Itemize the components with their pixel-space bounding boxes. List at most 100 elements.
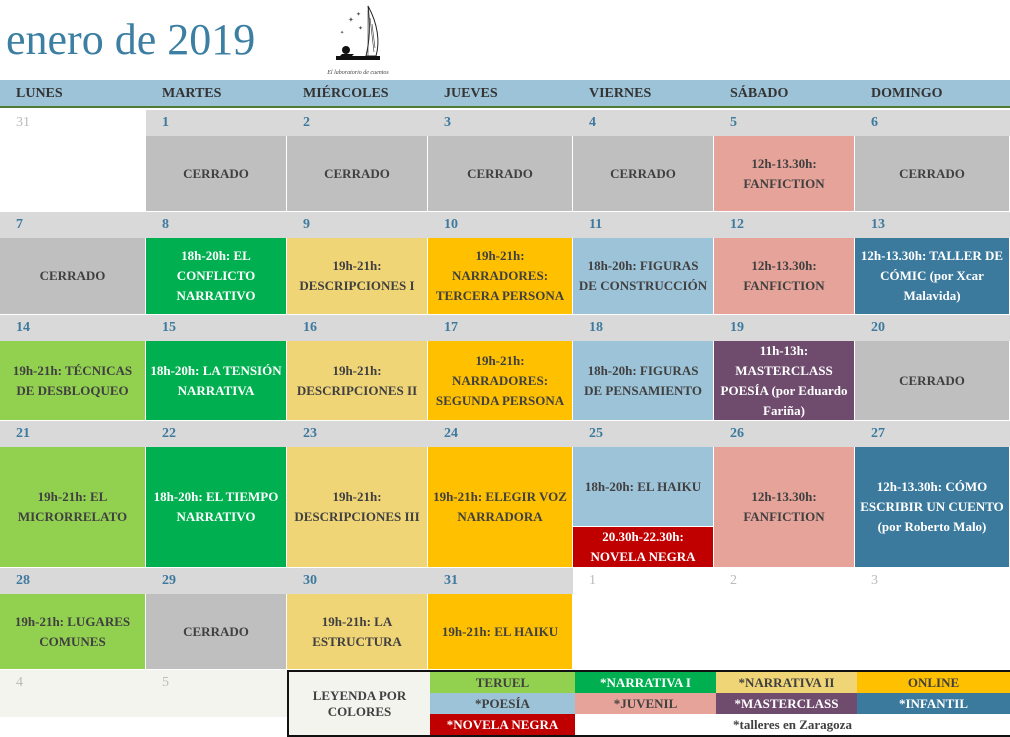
day-number: 15 bbox=[146, 315, 287, 341]
day-cell-out-of-month bbox=[0, 110, 146, 212]
event-narrativa2[interactable]: 19h-21h: DESCRIPCIONES III bbox=[287, 447, 428, 568]
event-cerrado[interactable]: CERRADO bbox=[0, 238, 146, 315]
weekday-5: SÁBADO bbox=[730, 86, 789, 101]
day-number: 26 bbox=[714, 421, 855, 447]
day-number: 27 bbox=[855, 421, 1010, 447]
day-number: 20 bbox=[855, 315, 1010, 341]
logo: ✦ ✦ ✦ ✦ El laboratorio de cuentos bbox=[318, 4, 398, 76]
event-masterclass[interactable]: 11h-13h: MASTERCLASS POESÍA (por Eduardo… bbox=[714, 341, 855, 421]
event-online[interactable]: 19h-21h: NARRADORES: TERCERA PERSONA bbox=[428, 238, 573, 315]
weekday-1: MARTES bbox=[162, 86, 222, 101]
day-number: 3 bbox=[428, 110, 573, 136]
day-cell-out-of-month bbox=[855, 568, 1010, 670]
sailboat-logo-icon: ✦✦✦✦ bbox=[336, 5, 380, 60]
day-number: 9 bbox=[287, 212, 428, 238]
day-number: 4 bbox=[573, 110, 714, 136]
event-narrativa2[interactable]: 19h-21h: DESCRIPCIONES II bbox=[287, 341, 428, 421]
day-number: 8 bbox=[146, 212, 287, 238]
day-number: 17 bbox=[428, 315, 573, 341]
day-cell-out-of-month bbox=[0, 670, 146, 717]
svg-text:✦: ✦ bbox=[356, 11, 361, 18]
weekday-4: VIERNES bbox=[589, 86, 652, 101]
day-cell-out-of-month bbox=[714, 568, 855, 670]
event-poesia[interactable]: 18h-20h: EL HAIKU bbox=[573, 447, 714, 527]
day-number: 25 bbox=[573, 421, 714, 447]
event-cerrado[interactable]: CERRADO bbox=[855, 136, 1010, 212]
event-narrativa2[interactable]: 19h-21h: LA ESTRUCTURA bbox=[287, 594, 428, 670]
event-juvenil[interactable]: 12h-13.30h: FANFICTION bbox=[714, 136, 855, 212]
legend-narrativa1: *NARRATIVA I bbox=[575, 672, 716, 693]
day-number: 2 bbox=[730, 573, 737, 588]
legend-title: LEYENDA POR COLORES bbox=[289, 672, 430, 735]
event-juvenil[interactable]: 12h-13.30h: FANFICTION bbox=[714, 238, 855, 315]
event-narrativa1[interactable]: 18h-20h: EL CONFLICTO NARRATIVO bbox=[146, 238, 287, 315]
day-number: 14 bbox=[0, 315, 146, 341]
event-novela[interactable]: 20.30h-22.30h: NOVELA NEGRA bbox=[573, 527, 714, 568]
svg-text:✦: ✦ bbox=[358, 25, 363, 32]
event-poesia[interactable]: 18h-20h: FIGURAS DE CONSTRUCCIÓN bbox=[573, 238, 714, 315]
weekday-0: LUNES bbox=[16, 86, 63, 101]
event-cerrado[interactable]: CERRADO bbox=[146, 136, 287, 212]
event-cerrado[interactable]: CERRADO bbox=[146, 594, 287, 670]
event-cerrado[interactable]: CERRADO bbox=[855, 341, 1010, 421]
event-online[interactable]: 19h-21h: ELEGIR VOZ NARRADORA bbox=[428, 447, 573, 568]
event-teruel[interactable]: 19h-21h: EL MICRORRELATO bbox=[0, 447, 146, 568]
day-number: 1 bbox=[589, 573, 596, 588]
legend-online: ONLINE bbox=[857, 672, 1010, 693]
day-number: 11 bbox=[573, 212, 714, 238]
event-teruel[interactable]: 19h-21h: LUGARES COMUNES bbox=[0, 594, 146, 670]
day-number: 28 bbox=[0, 568, 146, 594]
day-number: 4 bbox=[16, 675, 23, 690]
day-number: 31 bbox=[428, 568, 573, 594]
event-online[interactable]: 19h-21h: EL HAIKU bbox=[428, 594, 573, 670]
day-number: 5 bbox=[162, 675, 169, 690]
day-cell-out-of-month bbox=[573, 568, 714, 670]
event-online[interactable]: 19h-21h: NARRADORES: SEGUNDA PERSONA bbox=[428, 341, 573, 421]
weekday-header: LUNES MARTES MIÉRCOLES JUEVES VIERNES SÁBADO D… bbox=[0, 80, 1010, 108]
day-number: 19 bbox=[714, 315, 855, 341]
svg-text:✦: ✦ bbox=[348, 16, 354, 24]
legend-teruel: TERUEL bbox=[430, 672, 575, 693]
day-number: 6 bbox=[855, 110, 1010, 136]
legend-note: *talleres en Zaragoza bbox=[575, 714, 1010, 735]
weekday-2: MIÉRCOLES bbox=[303, 86, 389, 101]
event-narrativa1[interactable]: 18h-20h: EL TIEMPO NARRATIVO bbox=[146, 447, 287, 568]
event-poesia[interactable]: 18h-20h: FIGURAS DE PENSAMIENTO bbox=[573, 341, 714, 421]
event-cerrado[interactable]: CERRADO bbox=[428, 136, 573, 212]
legend-poesia: *POESÍA bbox=[430, 693, 575, 714]
logo-text: El laboratorio de cuentos bbox=[327, 70, 389, 76]
event-teruel[interactable]: 19h-21h: TÉCNICAS DE DESBLOQUEO bbox=[0, 341, 146, 421]
day-number: 5 bbox=[714, 110, 855, 136]
day-number: 1 bbox=[146, 110, 287, 136]
day-number: 16 bbox=[287, 315, 428, 341]
day-number: 12 bbox=[714, 212, 855, 238]
event-infantil[interactable]: 12h-13.30h: TALLER DE CÓMIC (por Xcar Ma… bbox=[855, 238, 1010, 315]
legend-masterclass: *MASTERCLASS bbox=[716, 693, 857, 714]
svg-text:✦: ✦ bbox=[340, 30, 344, 36]
event-cerrado[interactable]: CERRADO bbox=[573, 136, 714, 212]
legend-juvenil: *JUVENIL bbox=[575, 693, 716, 714]
weekday-6: DOMINGO bbox=[871, 86, 943, 101]
day-number: 23 bbox=[287, 421, 428, 447]
event-juvenil[interactable]: 12h-13.30h: FANFICTION bbox=[714, 447, 855, 568]
legend-novela: *NOVELA NEGRA bbox=[430, 714, 575, 735]
legend-infantil: *INFANTIL bbox=[857, 693, 1010, 714]
day-number: 3 bbox=[871, 573, 878, 588]
page-title: enero de 2019 bbox=[6, 15, 256, 64]
day-number: 2 bbox=[287, 110, 428, 136]
day-number: 7 bbox=[0, 212, 146, 238]
day-number: 31 bbox=[16, 115, 30, 130]
day-number: 10 bbox=[428, 212, 573, 238]
color-legend: LEYENDA POR COLORES TERUEL *NARRATIVA I *NA… bbox=[287, 670, 1010, 737]
day-number: 22 bbox=[146, 421, 287, 447]
day-number: 18 bbox=[573, 315, 714, 341]
day-cell-out-of-month bbox=[146, 670, 287, 717]
event-narrativa2[interactable]: 19h-21h: DESCRIPCIONES I bbox=[287, 238, 428, 315]
day-number: 29 bbox=[146, 568, 287, 594]
event-cerrado[interactable]: CERRADO bbox=[287, 136, 428, 212]
day-number: 21 bbox=[0, 421, 146, 447]
event-narrativa1[interactable]: 18h-20h: LA TENSIÓN NARRATIVA bbox=[146, 341, 287, 421]
legend-narrativa2: *NARRATIVA II bbox=[716, 672, 857, 693]
event-infantil[interactable]: 12h-13.30h: CÓMO ESCRIBIR UN CUENTO (por… bbox=[855, 447, 1010, 568]
day-number: 30 bbox=[287, 568, 428, 594]
